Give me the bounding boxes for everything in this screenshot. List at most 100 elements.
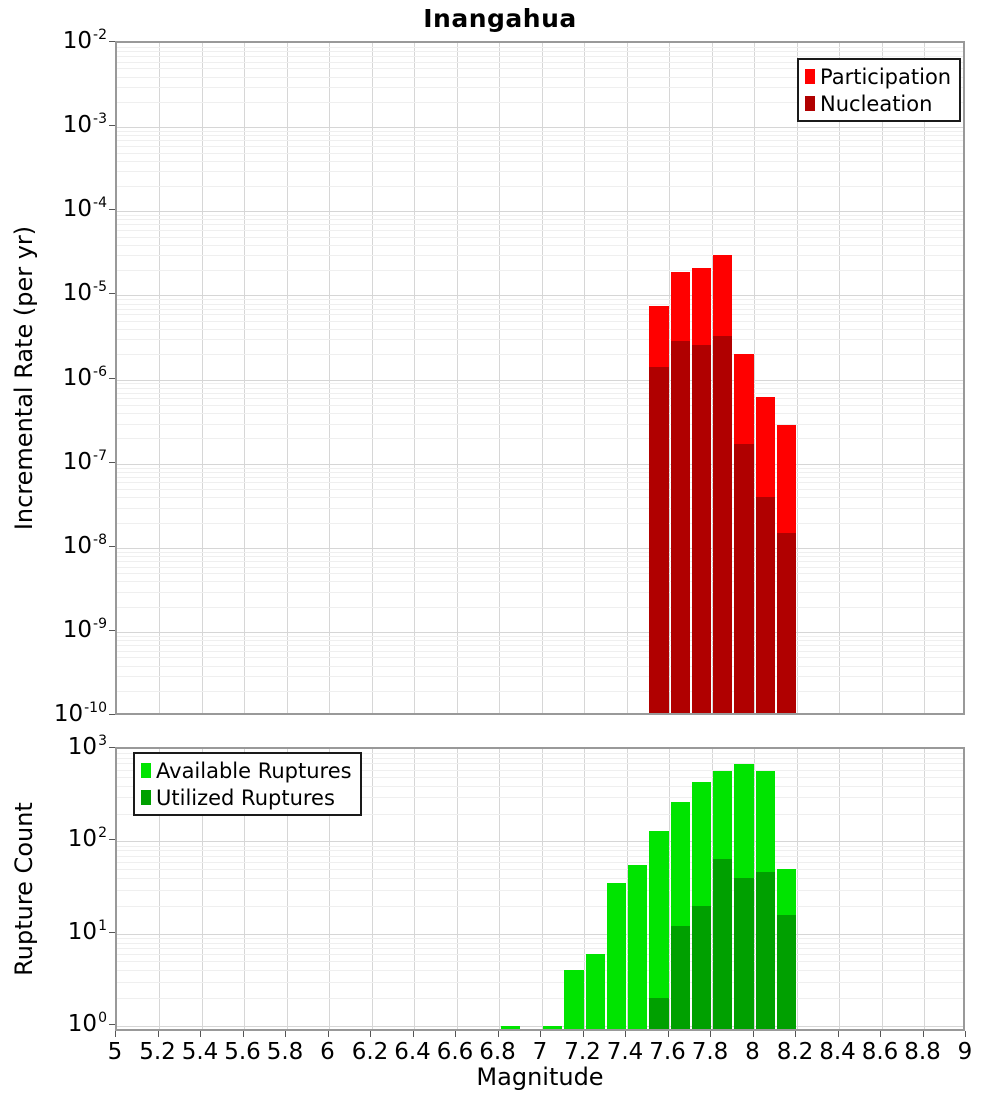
x-tick-label: 6.6 [436, 1039, 474, 1065]
minor-gridline [117, 522, 963, 524]
x-tick-label: 7 [532, 1039, 548, 1065]
vertical-gridline [796, 749, 798, 1029]
y-tick-exponent: -9 [93, 616, 107, 632]
vertical-gridline [711, 43, 713, 713]
minor-gridline [117, 152, 963, 154]
minor-gridline [117, 869, 963, 871]
minor-gridline [117, 392, 963, 394]
y-tick-base: 10 [62, 280, 93, 307]
x-tick-mark [965, 1031, 966, 1037]
x-tick-label: 5.8 [266, 1039, 304, 1065]
legend-item-nucleation: Nucleation [805, 90, 951, 117]
y-tick-exponent: -10 [84, 700, 107, 717]
x-tick-mark [710, 1031, 711, 1037]
minor-gridline [117, 135, 963, 137]
y-tick-exponent: -4 [93, 195, 107, 212]
minor-gridline [117, 497, 963, 499]
major-gridline [117, 211, 963, 213]
x-axis-title-magnitude: Magnitude [476, 1063, 604, 1091]
vertical-gridline [924, 749, 925, 1029]
x-tick-mark [922, 1031, 924, 1037]
minor-gridline [117, 889, 963, 891]
vertical-gridline [839, 749, 840, 1029]
nucleation-bar [691, 344, 712, 713]
y-tick-label: 10-3 [23, 111, 107, 141]
y-tick-label: 10-10 [23, 700, 107, 730]
vertical-gridline [626, 43, 628, 713]
minor-gridline [117, 635, 963, 637]
utilized-bar [713, 859, 733, 1029]
y-tick-exponent: 2 [98, 825, 107, 842]
nucleation-bar [670, 340, 690, 713]
x-tick-mark [370, 1031, 371, 1037]
minor-gridline [117, 328, 963, 330]
vertical-gridline [584, 43, 585, 713]
minor-gridline [117, 140, 963, 142]
minor-gridline [117, 556, 963, 557]
nucleation-bar [734, 444, 754, 713]
x-tick-label: 8.6 [861, 1039, 899, 1065]
x-tick-mark [115, 1031, 116, 1037]
minor-gridline [117, 219, 963, 221]
x-tick-mark [752, 1031, 754, 1037]
x-tick-label: 7.2 [564, 1039, 601, 1065]
available-ruptures-marker-icon [141, 763, 151, 778]
minor-gridline [117, 215, 963, 217]
vertical-gridline [286, 43, 288, 713]
vertical-gridline [456, 749, 458, 1029]
minor-gridline [117, 573, 963, 575]
legend-rate: Participation Nucleation [797, 58, 962, 122]
vertical-gridline [754, 749, 755, 1029]
vertical-gridline [159, 749, 160, 1029]
major-gridline [117, 295, 963, 297]
y-tick-base: 10 [62, 28, 93, 54]
y-tick-exponent: -2 [93, 27, 107, 43]
minor-gridline [117, 303, 963, 305]
minor-gridline [117, 813, 963, 815]
available-bar [585, 954, 605, 1029]
y-tick-base: 10 [53, 701, 84, 728]
x-tick-mark [795, 1031, 796, 1037]
minor-gridline [117, 314, 963, 316]
minor-gridline [117, 970, 963, 972]
vertical-gridline [669, 43, 670, 713]
minor-gridline [117, 145, 963, 147]
minor-gridline [117, 87, 963, 88]
vertical-gridline [881, 43, 883, 713]
minor-gridline [117, 878, 963, 879]
utilized-ruptures-marker-icon [141, 790, 151, 805]
x-tick-mark [285, 1031, 286, 1037]
legend-label-utilized-ruptures: Utilized Ruptures [156, 785, 335, 810]
y-tick-label: 10-8 [23, 532, 107, 562]
minor-gridline [117, 566, 963, 568]
minor-gridline [117, 797, 963, 799]
legend-label-nucleation: Nucleation [820, 91, 933, 116]
y-tick-exponent: 1 [98, 917, 107, 934]
minor-gridline [117, 763, 963, 765]
x-tick-mark [497, 1031, 499, 1037]
minor-gridline [117, 769, 963, 771]
minor-gridline [117, 186, 963, 187]
x-tick-mark [667, 1031, 669, 1037]
minor-gridline [117, 160, 963, 162]
minor-gridline [117, 690, 963, 692]
y-tick-base: 10 [62, 448, 93, 475]
minor-gridline [117, 757, 963, 759]
minor-gridline [117, 224, 963, 226]
x-tick-label: 8.4 [819, 1039, 856, 1065]
minor-gridline [117, 383, 963, 385]
minor-gridline [117, 438, 963, 440]
minor-gridline [117, 942, 963, 944]
y-tick-mark [109, 714, 115, 716]
x-tick-label: 6.8 [479, 1039, 516, 1065]
y-tick-base: 10 [67, 734, 98, 760]
vertical-gridline [711, 749, 713, 1029]
y-tick-label: 10-9 [23, 616, 107, 646]
y-tick-label: 102 [23, 825, 107, 855]
y-tick-exponent: 3 [98, 733, 107, 749]
utilized-bar [670, 926, 690, 1029]
chart-title: Inangahua [423, 4, 577, 33]
vertical-gridline [754, 43, 755, 713]
y-tick-base: 10 [62, 364, 93, 391]
minor-gridline [117, 489, 963, 491]
